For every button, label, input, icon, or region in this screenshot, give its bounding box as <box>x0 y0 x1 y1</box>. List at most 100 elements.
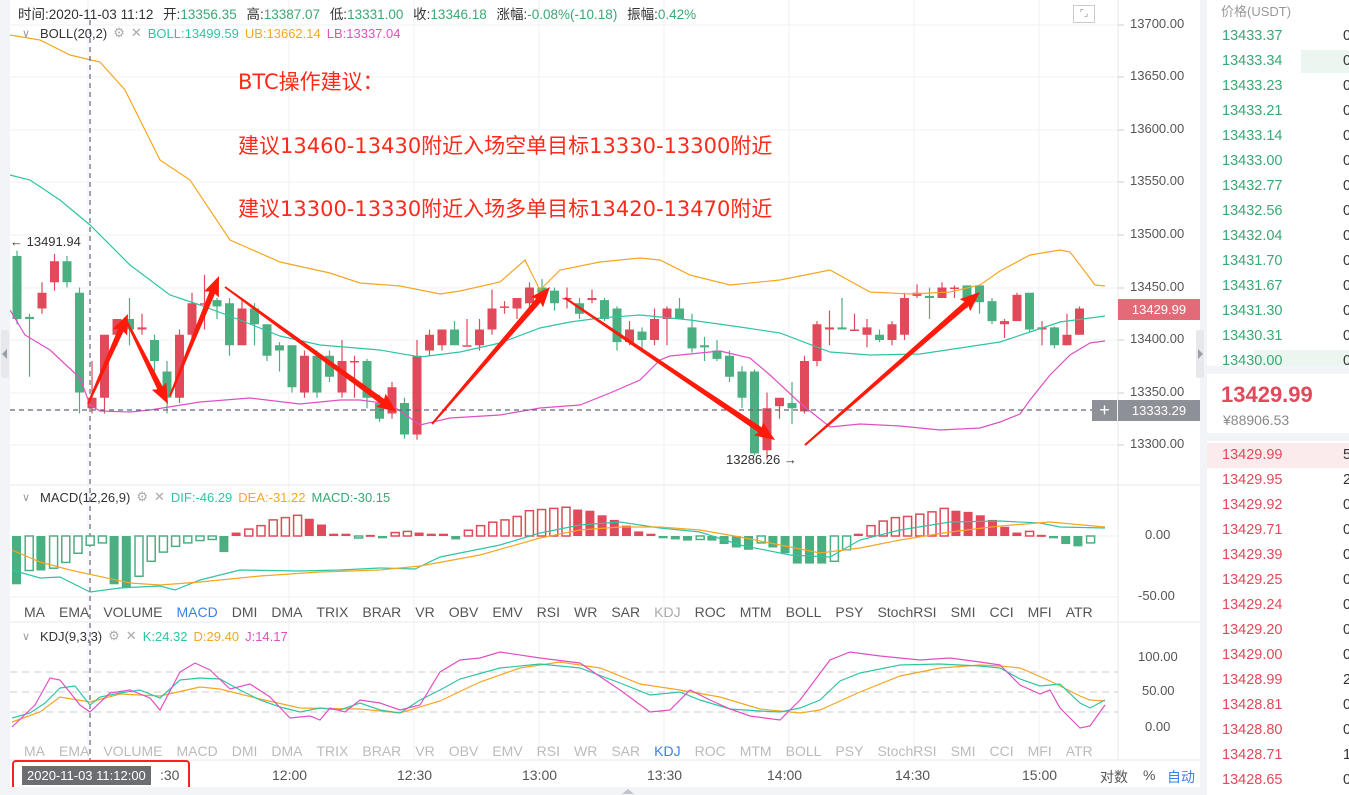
tab-kdj[interactable]: KDJ <box>654 604 681 620</box>
ask-row[interactable]: 13431.67 0 <box>1207 274 1349 299</box>
add-alert-button[interactable]: + <box>1092 400 1117 421</box>
collapse-left-button[interactable] <box>1 330 9 378</box>
tab-stochrsi[interactable]: StochRSI <box>877 743 937 759</box>
indicator-tabs-kdj: MA EMA VOLUME MACD DMI DMA TRIX BRAR VR OBV EMV RSI… <box>24 743 1093 759</box>
tab-brar[interactable]: BRAR <box>362 604 402 620</box>
ask-row[interactable]: 13432.56 0 <box>1207 199 1349 224</box>
ask-qty: 0 <box>1343 228 1349 244</box>
bottom-scroll-bar[interactable] <box>0 787 1200 795</box>
bid-row[interactable]: 13429.39 0 <box>1207 543 1349 568</box>
tab-vr[interactable]: VR <box>415 743 435 759</box>
tab-ma[interactable]: MA <box>24 604 45 620</box>
tab-macd[interactable]: MACD <box>176 604 218 620</box>
tab-dma[interactable]: DMA <box>271 743 303 759</box>
ask-row[interactable]: 13432.04 0 <box>1207 224 1349 249</box>
tab-volume[interactable]: VOLUME <box>103 743 163 759</box>
tab-wr[interactable]: WR <box>574 743 598 759</box>
bid-row[interactable]: 13428.99 2 <box>1207 668 1349 693</box>
tab-obv[interactable]: OBV <box>448 743 479 759</box>
ask-row[interactable]: 13433.23 0 <box>1207 74 1349 99</box>
tab-macd[interactable]: MACD <box>176 743 218 759</box>
kline-chart[interactable]: 时间:2020-11-03 11:12 开:13356.35 高:13387.0… <box>0 0 1200 795</box>
settings-icon[interactable]: ⚙ <box>136 489 148 504</box>
ask-row[interactable]: 13433.00 0 <box>1207 149 1349 174</box>
bid-row[interactable]: 13429.24 0 <box>1207 593 1349 618</box>
ask-row[interactable]: 13431.30 0 <box>1207 299 1349 324</box>
tab-atr[interactable]: ATR <box>1065 604 1093 620</box>
tab-boll[interactable]: BOLL <box>785 743 822 759</box>
bid-row[interactable]: 13429.99 5 <box>1207 443 1349 468</box>
bid-row[interactable]: 13429.92 0 <box>1207 493 1349 518</box>
percent-scale-button[interactable]: % <box>1143 767 1156 783</box>
tab-mtm[interactable]: MTM <box>739 604 772 620</box>
tab-vr[interactable]: VR <box>415 604 435 620</box>
tab-cci[interactable]: CCI <box>989 604 1014 620</box>
tab-boll[interactable]: BOLL <box>785 604 822 620</box>
time-axis-label: 14:00 <box>767 767 803 783</box>
tab-sar[interactable]: SAR <box>611 604 641 620</box>
tab-psy[interactable]: PSY <box>835 743 864 759</box>
tab-dmi[interactable]: DMI <box>231 743 258 759</box>
bid-row[interactable]: 13428.71 1 <box>1207 743 1349 768</box>
tab-mfi[interactable]: MFI <box>1027 604 1052 620</box>
settings-icon[interactable]: ⚙ <box>108 628 120 643</box>
tab-ema[interactable]: EMA <box>59 604 90 620</box>
tab-rsi[interactable]: RSI <box>536 743 561 759</box>
bid-qty: 1 <box>1343 747 1349 763</box>
tab-roc[interactable]: ROC <box>694 604 726 620</box>
bid-row[interactable]: 13429.71 0 <box>1207 518 1349 543</box>
ask-row[interactable]: 13432.77 0 <box>1207 174 1349 199</box>
ask-row[interactable]: 13433.14 0 <box>1207 124 1349 149</box>
chart-canvas[interactable] <box>0 0 1200 795</box>
bid-row[interactable]: 13429.00 0 <box>1207 643 1349 668</box>
tab-smi[interactable]: SMI <box>950 604 976 620</box>
tab-ema[interactable]: EMA <box>59 743 90 759</box>
tab-dma[interactable]: DMA <box>271 604 303 620</box>
tab-ma[interactable]: MA <box>24 743 45 759</box>
tab-wr[interactable]: WR <box>574 604 598 620</box>
tab-emv[interactable]: EMV <box>492 604 523 620</box>
chevron-down-icon[interactable]: ∨ <box>22 491 31 504</box>
tab-sar[interactable]: SAR <box>611 743 641 759</box>
settings-icon[interactable]: ⚙ <box>113 25 125 40</box>
close-icon[interactable]: ✕ <box>153 489 165 504</box>
ask-price: 13430.00 <box>1222 353 1283 369</box>
tab-volume[interactable]: VOLUME <box>103 604 163 620</box>
ask-row[interactable]: 13433.21 0 <box>1207 99 1349 124</box>
ask-row[interactable]: 13433.37 0 <box>1207 24 1349 49</box>
tab-smi[interactable]: SMI <box>950 743 976 759</box>
tab-brar[interactable]: BRAR <box>362 743 402 759</box>
bid-row[interactable]: 13429.20 0 <box>1207 618 1349 643</box>
tab-kdj[interactable]: KDJ <box>654 743 681 759</box>
bid-row[interactable]: 13429.25 0 <box>1207 568 1349 593</box>
tab-roc[interactable]: ROC <box>694 743 726 759</box>
chevron-down-icon[interactable]: ∨ <box>22 630 31 643</box>
bid-row[interactable]: 13428.65 0 <box>1207 768 1349 793</box>
close-icon[interactable]: ✕ <box>130 25 142 40</box>
tab-rsi[interactable]: RSI <box>536 604 561 620</box>
bid-row[interactable]: 13428.81 0 <box>1207 693 1349 718</box>
collapse-orderbook-button[interactable] <box>1196 330 1204 378</box>
chevron-down-icon[interactable]: ∨ <box>22 27 31 40</box>
auto-scale-button[interactable]: 自动 <box>1167 769 1195 785</box>
tab-stochrsi[interactable]: StochRSI <box>877 604 937 620</box>
ask-row[interactable]: 13431.70 0 <box>1207 249 1349 274</box>
tab-dmi[interactable]: DMI <box>231 604 258 620</box>
divider <box>1207 366 1349 374</box>
tab-emv[interactable]: EMV <box>492 743 523 759</box>
tab-atr[interactable]: ATR <box>1065 743 1093 759</box>
ask-row[interactable]: 13433.34 0 <box>1207 49 1349 74</box>
log-scale-button[interactable]: 对数 <box>1100 769 1128 785</box>
ask-row[interactable]: 13430.31 0 <box>1207 324 1349 349</box>
tab-obv[interactable]: OBV <box>448 604 479 620</box>
tab-mfi[interactable]: MFI <box>1027 743 1052 759</box>
bid-row[interactable]: 13429.95 2 <box>1207 468 1349 493</box>
bid-row[interactable]: 13428.80 0 <box>1207 718 1349 743</box>
close-icon[interactable]: ✕ <box>125 628 137 643</box>
fullscreen-icon[interactable]: ⌜⌟ <box>1073 5 1095 23</box>
tab-trix[interactable]: TRIX <box>316 604 349 620</box>
tab-psy[interactable]: PSY <box>835 604 864 620</box>
tab-mtm[interactable]: MTM <box>739 743 772 759</box>
tab-trix[interactable]: TRIX <box>316 743 349 759</box>
tab-cci[interactable]: CCI <box>989 743 1014 759</box>
